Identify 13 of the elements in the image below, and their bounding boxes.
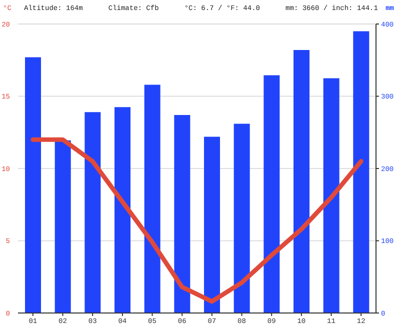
bar xyxy=(294,50,310,313)
line-series xyxy=(30,137,364,304)
bar xyxy=(84,112,101,313)
bar xyxy=(114,107,130,313)
bar xyxy=(144,84,160,313)
bar xyxy=(25,57,41,313)
bar xyxy=(264,75,280,313)
bar xyxy=(204,136,220,313)
bar xyxy=(353,31,370,313)
bar xyxy=(174,115,190,313)
bar xyxy=(234,124,250,313)
bar xyxy=(54,140,71,313)
bar xyxy=(323,78,340,313)
